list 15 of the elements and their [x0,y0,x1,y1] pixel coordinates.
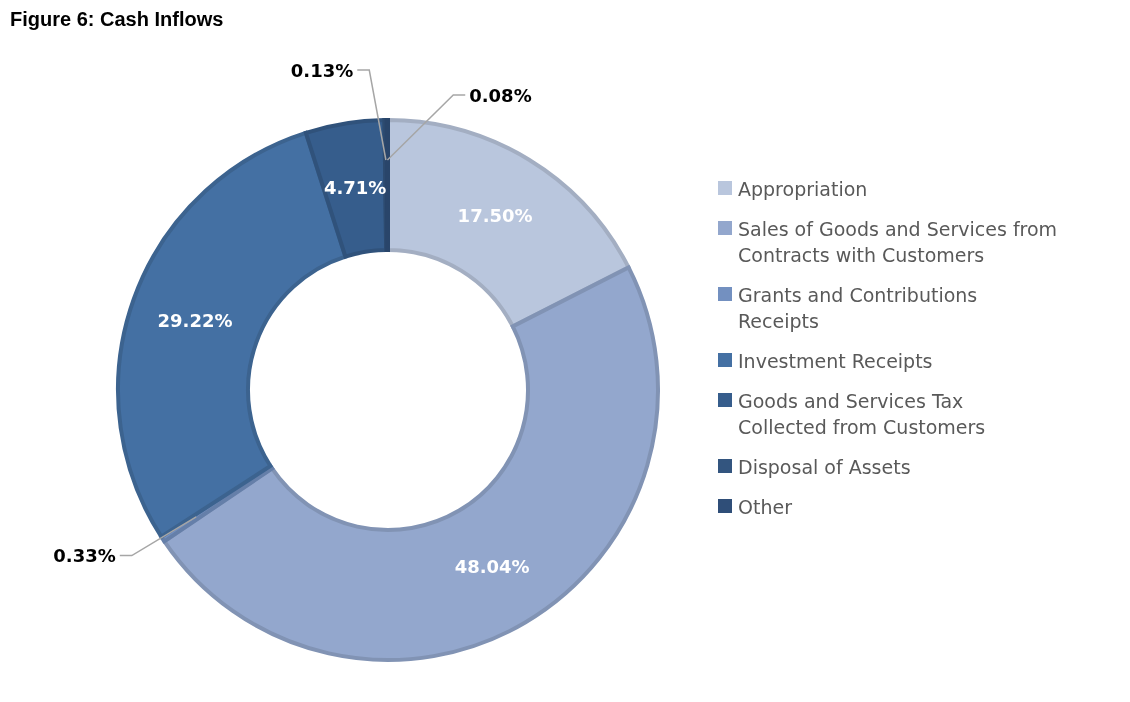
legend-label: Appropriation [738,177,868,202]
legend-label: Other [738,495,792,520]
legend-label: Sales of Goods and Services from Contracts with Customers [738,217,1058,268]
legend-label: Goods and Services Tax Collected from Customers [738,389,987,440]
data-label: 0.13% [290,59,354,81]
legend-label: Investment Receipts [738,349,933,374]
chart-title: Figure 6: Cash Inflows [10,8,225,31]
data-label: 17.50% [457,204,533,226]
legend-label: Disposal of Assets [738,455,911,480]
data-label: 0.33% [53,545,116,567]
data-label: 29.22% [157,310,233,332]
data-label: 0.08% [469,84,532,106]
legend-label: Grants and Contributions Receipts [738,283,979,334]
data-label: 48.04% [454,556,530,578]
data-label: 4.71% [323,177,387,199]
